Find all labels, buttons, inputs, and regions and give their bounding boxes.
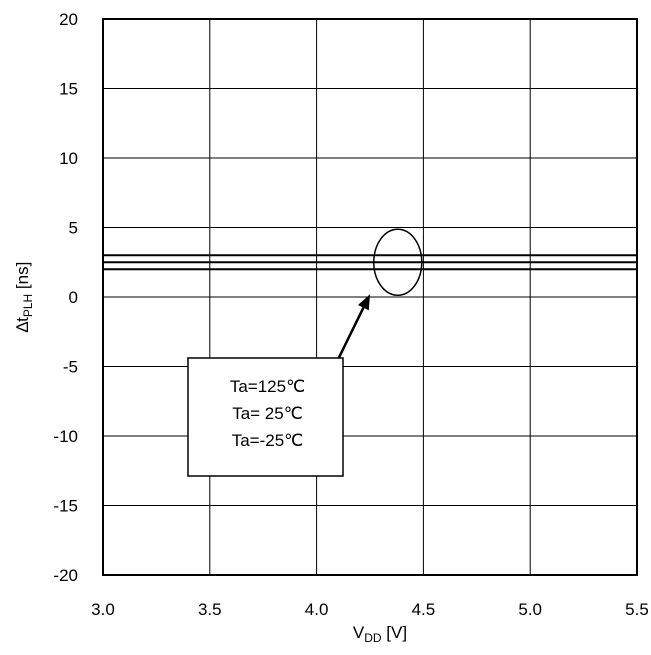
annotation-arrow-head	[358, 294, 370, 311]
x-tick-label: 3.5	[198, 600, 222, 619]
legend-labels: Ta=125℃ Ta= 25℃ Ta=-25℃	[230, 377, 305, 450]
x-axis-title-sub: DD	[364, 631, 382, 645]
x-axis-title-main: V	[353, 623, 365, 642]
y-axis-title-main: t	[13, 317, 32, 322]
y-axis-title-unit: [ns]	[13, 262, 32, 294]
y-axis-title: ∆tPLH [ns]	[13, 262, 35, 333]
y-tick-label: -5	[63, 358, 78, 377]
highlight-ellipse	[373, 228, 423, 296]
x-tick-label: 5.5	[625, 600, 649, 619]
x-tick-labels: 3.0 3.5 4.0 4.5 5.0 5.5	[91, 600, 649, 619]
y-tick-label: 15	[59, 80, 78, 99]
legend-label: Ta= 25℃	[232, 404, 303, 423]
y-tick-labels: 20 15 10 5 0 -5 -10 -15 -20	[53, 10, 78, 585]
y-tick-label: 20	[59, 10, 78, 29]
y-axis-title-prefix: ∆	[13, 321, 32, 332]
annotation-arrow	[336, 307, 365, 361]
legend-label: Ta=125℃	[230, 377, 305, 396]
grid	[102, 18, 638, 576]
x-tick-label: 4.0	[305, 600, 329, 619]
y-tick-label: -20	[53, 566, 78, 585]
x-tick-label: 3.0	[91, 600, 115, 619]
legend-box	[187, 357, 344, 477]
legend-label: Ta=-25℃	[232, 431, 304, 450]
x-axis-title: VDD [V]	[353, 623, 407, 645]
y-axis-title-sub: PLH	[21, 294, 35, 317]
x-tick-label: 5.0	[518, 600, 542, 619]
plot-frame	[102, 18, 638, 576]
y-tick-label: -10	[53, 427, 78, 446]
y-tick-label: 10	[59, 149, 78, 168]
series-lines	[103, 254, 637, 271]
x-tick-label: 4.5	[412, 600, 436, 619]
y-tick-label: -15	[53, 497, 78, 516]
y-tick-label: 0	[69, 288, 78, 307]
x-axis-title-unit: [V]	[382, 623, 408, 642]
y-tick-label: 5	[69, 219, 78, 238]
